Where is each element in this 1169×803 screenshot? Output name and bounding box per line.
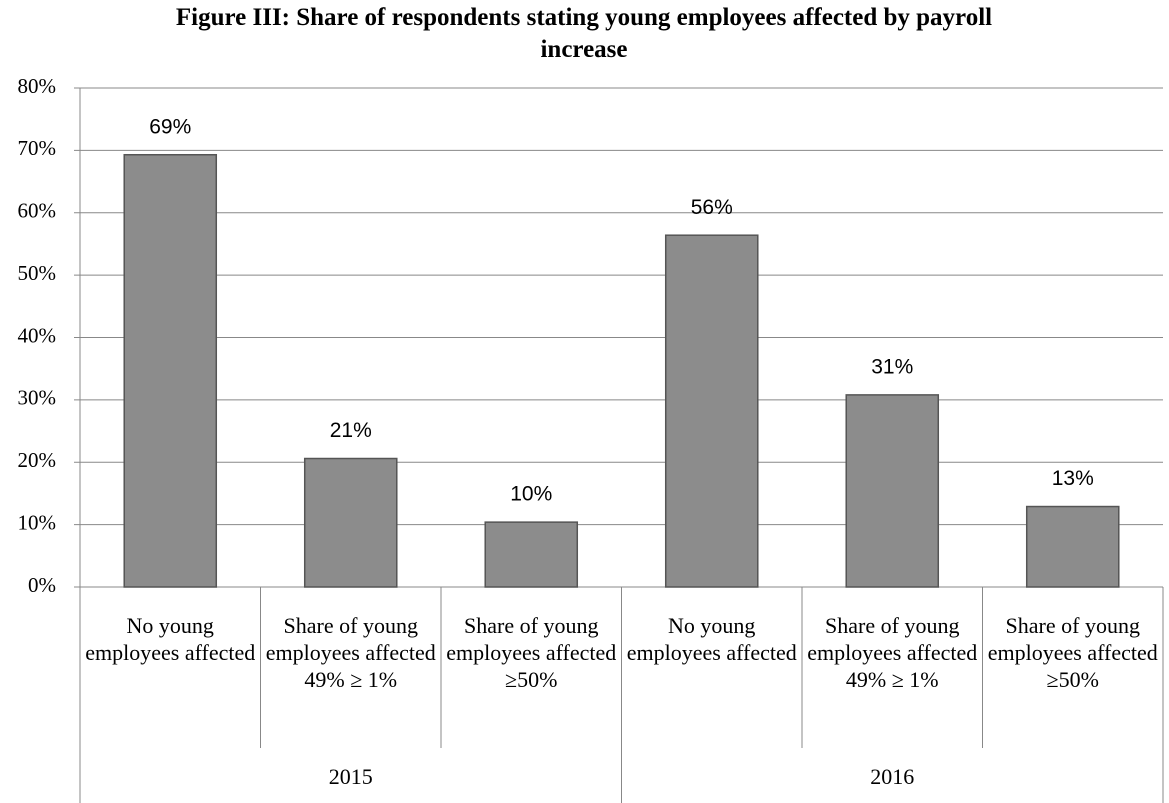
y-tick-label: 40%: [18, 323, 57, 347]
y-tick-label: 50%: [18, 261, 57, 285]
value-label: 21%: [330, 419, 372, 442]
bar: [484, 521, 579, 588]
x-tick-label: Share of young employees affected ≥50%: [987, 613, 1158, 692]
x-tick-label: No young employees affected: [626, 613, 797, 665]
x-tick-label: Share of young employees affected 49% ≥ …: [807, 613, 978, 692]
group-label: 2016: [870, 764, 915, 789]
bar: [123, 153, 218, 588]
x-tick-label: Share of young employees affected 49% ≥ …: [265, 613, 436, 692]
x-tick-label: Share of young employees affected ≥50%: [446, 613, 617, 692]
y-tick-label: 60%: [18, 199, 57, 223]
bar: [664, 234, 759, 588]
bar: [1025, 505, 1120, 588]
y-tick-label: 0%: [28, 573, 56, 597]
y-tick-label: 10%: [18, 510, 57, 534]
value-label: 10%: [510, 483, 552, 506]
y-tick-label: 20%: [18, 448, 57, 472]
y-tick-label: 70%: [18, 136, 57, 160]
y-tick-label: 80%: [18, 74, 57, 98]
value-label: 13%: [1052, 467, 1094, 490]
bar: [303, 457, 398, 588]
value-label: 69%: [149, 115, 191, 138]
value-label: 31%: [871, 355, 913, 378]
chart-title: Figure III: Share of respondents stating…: [175, 4, 993, 63]
y-tick-label: 30%: [18, 386, 57, 410]
value-label: 56%: [691, 196, 733, 219]
group-label: 2015: [328, 764, 373, 789]
x-tick-label: No young employees affected: [85, 613, 256, 665]
bar: [845, 394, 940, 588]
